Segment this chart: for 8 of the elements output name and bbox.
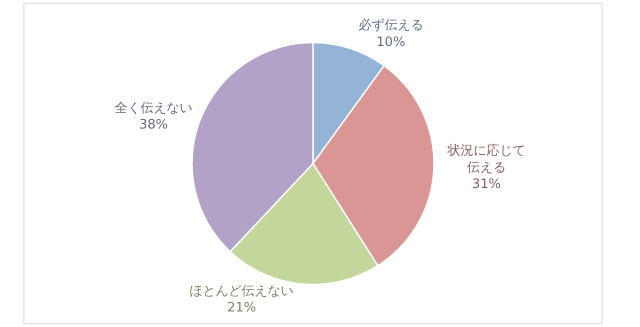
slice-label: ほとんど伝えない [190,284,294,299]
slice-label: 必ず伝える [358,18,424,34]
data-label: 38% [139,118,168,133]
slice-label: 状況に応じて伝える [446,142,526,176]
data-label: 21% [227,300,256,316]
data-label: 10% [376,34,406,50]
slice-label: 全く伝えない [114,100,193,116]
data-label: 31% [472,177,501,192]
